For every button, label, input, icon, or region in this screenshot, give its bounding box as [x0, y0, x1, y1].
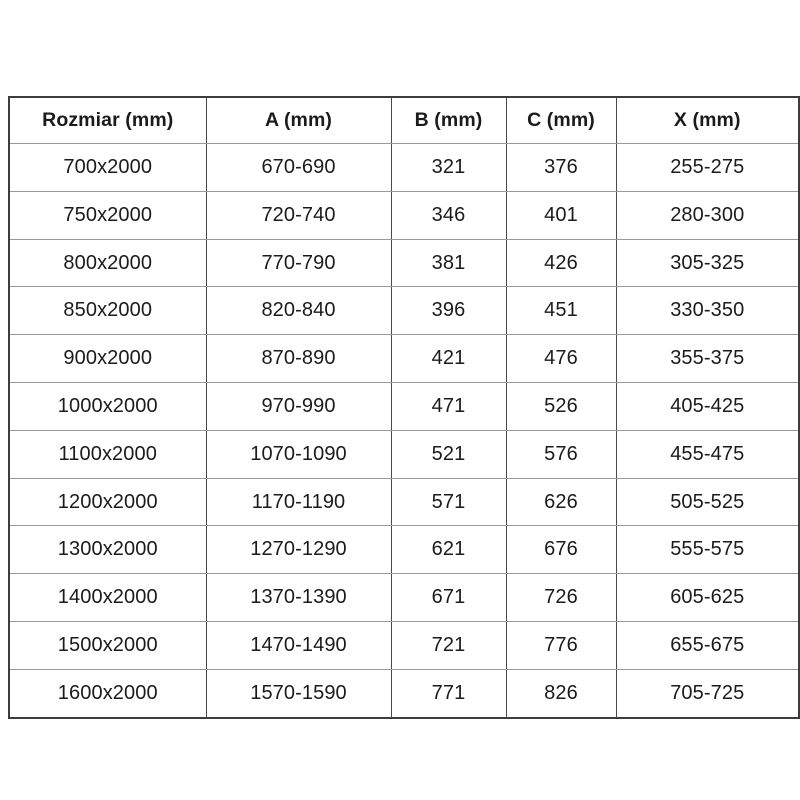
cell-x: 355-375 — [615, 334, 800, 383]
cell-c: 476 — [505, 334, 617, 383]
cell-size: 1600x2000 — [8, 668, 207, 719]
cell-a: 1470-1490 — [205, 620, 392, 670]
column-header-x: X (mm) — [615, 96, 800, 144]
column-header-size: Rozmiar (mm) — [8, 96, 207, 144]
cell-b: 321 — [390, 143, 507, 192]
cell-size: 800x2000 — [8, 238, 207, 288]
cell-c: 776 — [505, 620, 617, 670]
cell-c: 626 — [505, 477, 617, 527]
dimensions-table-container: Rozmiar (mm) A (mm) B (mm) C (mm) X (mm)… — [8, 96, 800, 719]
cell-size: 1300x2000 — [8, 525, 207, 575]
table-row: 1100x2000 1070-1090 521 576 455-475 — [8, 429, 800, 479]
cell-c: 426 — [505, 238, 617, 288]
table-row: 700x2000 670-690 321 376 255-275 — [8, 143, 800, 192]
cell-size: 1500x2000 — [8, 620, 207, 670]
table-row: 1200x2000 1170-1190 571 626 505-525 — [8, 477, 800, 527]
table-row: 750x2000 720-740 346 401 280-300 — [8, 190, 800, 240]
cell-b: 421 — [390, 334, 507, 383]
cell-size: 1400x2000 — [8, 573, 207, 622]
dimensions-table: Rozmiar (mm) A (mm) B (mm) C (mm) X (mm)… — [8, 96, 800, 719]
cell-b: 381 — [390, 238, 507, 288]
cell-a: 670-690 — [205, 143, 392, 192]
table-header: Rozmiar (mm) A (mm) B (mm) C (mm) X (mm) — [8, 96, 800, 144]
cell-b: 621 — [390, 525, 507, 575]
cell-a: 970-990 — [205, 381, 392, 431]
table-header-row: Rozmiar (mm) A (mm) B (mm) C (mm) X (mm) — [8, 96, 800, 144]
table-body: 700x2000 670-690 321 376 255-275 750x200… — [8, 143, 800, 719]
cell-a: 1070-1090 — [205, 429, 392, 479]
table-row: 850x2000 820-840 396 451 330-350 — [8, 286, 800, 336]
cell-b: 396 — [390, 286, 507, 336]
cell-x: 505-525 — [615, 477, 800, 527]
cell-c: 401 — [505, 190, 617, 240]
cell-c: 451 — [505, 286, 617, 336]
cell-x: 330-350 — [615, 286, 800, 336]
cell-size: 1100x2000 — [8, 429, 207, 479]
cell-x: 455-475 — [615, 429, 800, 479]
cell-size: 1000x2000 — [8, 381, 207, 431]
table-row: 900x2000 870-890 421 476 355-375 — [8, 334, 800, 383]
cell-c: 526 — [505, 381, 617, 431]
cell-c: 726 — [505, 573, 617, 622]
cell-a: 770-790 — [205, 238, 392, 288]
cell-x: 605-625 — [615, 573, 800, 622]
cell-c: 576 — [505, 429, 617, 479]
cell-size: 750x2000 — [8, 190, 207, 240]
cell-b: 521 — [390, 429, 507, 479]
table-row: 1400x2000 1370-1390 671 726 605-625 — [8, 573, 800, 622]
cell-a: 870-890 — [205, 334, 392, 383]
column-header-c: C (mm) — [505, 96, 617, 144]
table-row: 1500x2000 1470-1490 721 776 655-675 — [8, 620, 800, 670]
table-row: 1000x2000 970-990 471 526 405-425 — [8, 381, 800, 431]
table-row: 1300x2000 1270-1290 621 676 555-575 — [8, 525, 800, 575]
cell-a: 1270-1290 — [205, 525, 392, 575]
cell-b: 721 — [390, 620, 507, 670]
cell-c: 376 — [505, 143, 617, 192]
table-row: 800x2000 770-790 381 426 305-325 — [8, 238, 800, 288]
column-header-a: A (mm) — [205, 96, 392, 144]
cell-b: 671 — [390, 573, 507, 622]
cell-size: 1200x2000 — [8, 477, 207, 527]
cell-size: 900x2000 — [8, 334, 207, 383]
cell-x: 280-300 — [615, 190, 800, 240]
cell-b: 471 — [390, 381, 507, 431]
cell-size: 850x2000 — [8, 286, 207, 336]
cell-x: 405-425 — [615, 381, 800, 431]
cell-x: 655-675 — [615, 620, 800, 670]
cell-x: 555-575 — [615, 525, 800, 575]
cell-b: 771 — [390, 668, 507, 719]
cell-x: 705-725 — [615, 668, 800, 719]
cell-a: 1170-1190 — [205, 477, 392, 527]
cell-b: 571 — [390, 477, 507, 527]
cell-c: 826 — [505, 668, 617, 719]
cell-x: 305-325 — [615, 238, 800, 288]
cell-size: 700x2000 — [8, 143, 207, 192]
cell-x: 255-275 — [615, 143, 800, 192]
cell-a: 1570-1590 — [205, 668, 392, 719]
table-row: 1600x2000 1570-1590 771 826 705-725 — [8, 668, 800, 719]
cell-b: 346 — [390, 190, 507, 240]
cell-a: 820-840 — [205, 286, 392, 336]
cell-c: 676 — [505, 525, 617, 575]
column-header-b: B (mm) — [390, 96, 507, 144]
cell-a: 720-740 — [205, 190, 392, 240]
cell-a: 1370-1390 — [205, 573, 392, 622]
